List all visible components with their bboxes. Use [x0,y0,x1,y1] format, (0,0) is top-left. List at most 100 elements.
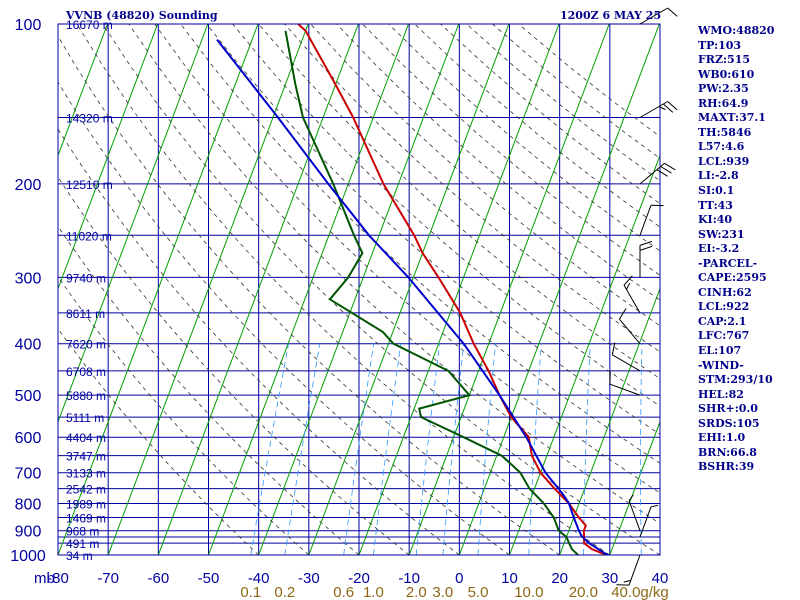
mixing-ratio-label: 40.0g/kg [611,584,669,600]
wind-barb-feather [667,101,678,111]
mixing-ratio-label: 5.0 [468,584,489,600]
mixing-ratio-label: 0.2 [274,584,295,600]
isotherm-line [609,420,660,555]
index-item: WMO:48820 [698,24,775,37]
height-label: 7620 m [66,338,106,352]
index-item: BSHR:39 [698,460,755,474]
index-item: LI:-2.8 [698,169,739,183]
wind-barb-staff [639,7,668,25]
temperature-tick-label: -20 [348,570,370,587]
wind-barb-staff [639,101,668,118]
wind-barb-feather [639,245,653,251]
wind-barb [619,308,641,345]
index-item: LFC:767 [698,329,750,343]
pressure-tick-label: 500 [15,388,42,405]
wind-barb [611,342,641,372]
wind-barb [623,275,641,314]
index-item: KI:40 [698,213,733,227]
mixing-ratio-line [442,343,465,555]
height-label: 3747 m [66,450,106,464]
dry-adiabat [58,276,310,555]
height-label: 1989 m [66,498,106,512]
dry-adiabat [58,225,360,555]
wind-barb-feather [626,282,631,290]
isotherm-line [208,24,409,555]
height-label: 491 m [66,537,99,551]
isotherm-line [58,24,108,157]
wind-barb-feather [660,166,672,174]
index-item: FRZ:515 [698,53,751,67]
temperature-tick-label: -80 [47,570,69,587]
temperature-tick-label: -10 [398,570,420,587]
isotherm-line [58,24,259,555]
height-label: 9740 m [66,271,106,285]
index-item: BRN:66.8 [698,445,757,459]
mixing-ratio-label: 3.0 [432,584,453,600]
isotherm-line [358,24,560,555]
temperature-tick-label: 40 [652,570,669,587]
wind-barb-feather [639,240,653,246]
height-label: 4404 m [66,431,106,445]
wind-barb [639,101,678,118]
pressure-tick-label: 800 [15,497,42,514]
index-item: HEL:82 [698,387,744,401]
index-item: WB0:610 [698,67,755,81]
pressure-tick-label: 400 [15,337,42,354]
mixing-ratio-label: 1.0 [363,584,384,600]
temperature-line [297,24,610,555]
y-axis-label: mb [34,570,55,587]
height-label: 34 m [66,549,93,563]
index-item: EI:-3.2 [698,242,740,256]
dry-adiabat [102,24,660,555]
wind-barb [609,371,641,396]
mixing-ratio-label: 2.0 [406,584,427,600]
isotherm-line [157,24,359,555]
index-item: SRDS:105 [698,416,760,430]
temperature-tick-label: -40 [248,570,270,587]
wind-barb-staff [628,500,641,531]
pressure-tick-label: 100 [15,17,42,34]
wind-barb-feather [663,103,674,113]
wind-barb [639,240,653,278]
mixing-ratio-label: 20.0 [569,584,598,600]
pressure-tick-label: 300 [15,270,42,287]
mixing-ratio-label: 0.1 [240,584,261,600]
isotherm-line [0,24,7,555]
plot-frame [57,23,661,556]
indices-panel: WMO:48820 TP:103 FRZ:515 WB0:610 PW:2.35 RH:6… [698,24,774,475]
wind-barb-staff [619,318,641,345]
isotherm-line [58,24,159,291]
wind-barb [616,554,641,586]
height-label: 5111 m [66,411,104,425]
index-item: LCL:922 [698,300,750,314]
wind-barb-staff [628,554,641,586]
height-label: 5880 m [66,389,106,403]
dry-adiabat [128,24,660,524]
wind-barb-feather [650,504,659,508]
wind-barb [628,494,641,531]
wind-barb-feather [623,579,631,583]
index-item: -PARCEL- [698,256,758,270]
pressure-tick-label: 200 [15,177,42,194]
dry-adiabat [58,128,460,555]
dry-adiabat [206,24,660,435]
mixing-ratio-label: 0.6 [333,584,354,600]
index-item: EL:107 [698,344,742,358]
index-item: TP:103 [698,38,742,52]
index-item: TT:43 [698,198,733,212]
mixing-ratio-line [640,343,643,555]
temperature-tick-label: 10 [501,570,518,587]
wind-barb-feather [623,275,633,286]
height-label: 14320 m [66,112,113,126]
height-label: 968 m [66,525,99,539]
wind-barb [639,162,676,185]
height-label: 6708 m [66,365,106,379]
observation-time: 1200Z 6 MAY 25 [560,9,662,22]
dry-adiabat [58,176,410,555]
parcel-line [216,38,610,555]
index-item: L57:4.6 [698,140,745,154]
wind-barb [639,204,664,236]
index-item: SI:0.1 [698,184,735,198]
index-item: CAPE:2595 [698,271,767,285]
